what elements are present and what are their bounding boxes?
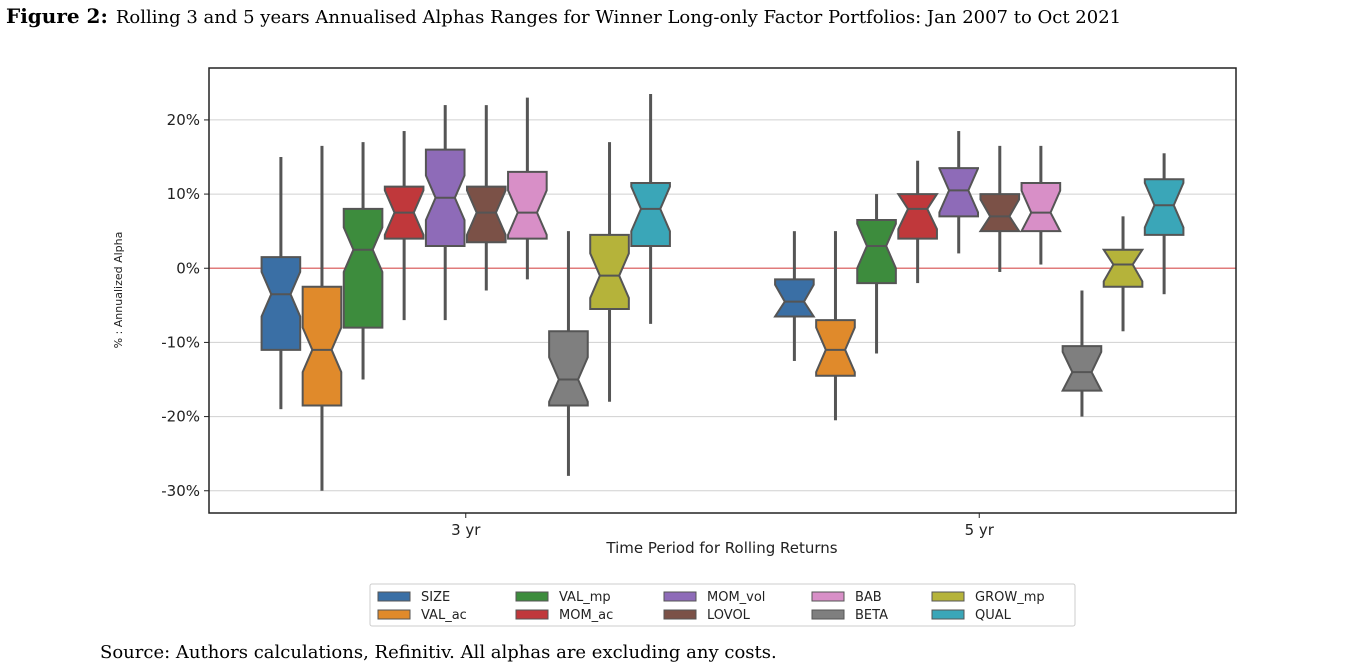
y-axis-label: % : Annualized Alpha: [112, 232, 125, 349]
box-body: [773, 278, 816, 318]
box-body: [815, 319, 856, 377]
box-body: [1143, 178, 1185, 236]
legend-item-lovol: LOVOL: [663, 608, 751, 623]
legend-item-qual: QUAL: [931, 608, 1012, 623]
legend-swatch: [515, 609, 549, 620]
box-body: [589, 233, 630, 311]
y-tick-label: 20%: [167, 111, 200, 129]
box-mom-ac-3-yr: [383, 131, 425, 321]
box-val-mp-5-yr: [856, 194, 897, 354]
legend-label: MOM_ac: [559, 608, 613, 623]
box-body: [978, 193, 1021, 233]
y-tick-label: -20%: [161, 408, 200, 426]
legend-label: GROW_mp: [975, 590, 1045, 605]
box-body: [301, 285, 343, 407]
box-body: [1019, 181, 1062, 233]
legend-item-mom-ac: MOM_ac: [515, 608, 613, 623]
box-lovol-3-yr: [465, 105, 507, 291]
legend-item-val-ac: VAL_ac: [377, 608, 467, 623]
legend-item-beta: BETA: [811, 608, 888, 623]
box-mom-vol-3-yr: [424, 105, 466, 321]
legend-label: VAL_mp: [559, 590, 611, 605]
box-size-5-yr: [773, 231, 816, 361]
boxplot-chart: -30% -20% -10% 0% 10% 20% 3 yr 5 yr Time Perio…: [112, 67, 1237, 627]
legend-swatch: [931, 591, 965, 602]
box-body: [856, 219, 897, 285]
legend-label: SIZE: [421, 590, 450, 605]
y-tick-label: 0%: [176, 259, 200, 277]
legend-swatch: [663, 609, 697, 620]
y-tick-label: -30%: [161, 482, 200, 500]
x-axis-label: Time Period for Rolling Returns: [605, 539, 837, 557]
box-body: [548, 330, 589, 407]
legend-label: BETA: [855, 608, 888, 623]
y-tick-label: -10%: [161, 333, 200, 351]
figure-label: Figure 2:: [6, 4, 108, 28]
box-grow-mp-3-yr: [589, 142, 630, 402]
legend-item-grow-mp: GROW_mp: [931, 590, 1045, 605]
legend-swatch: [377, 609, 411, 620]
legend-item-mom-vol: MOM_vol: [663, 590, 765, 605]
box-body: [1101, 248, 1145, 288]
legend-swatch: [931, 609, 965, 620]
box-body: [938, 167, 980, 218]
box-val-ac-3-yr: [301, 145, 343, 491]
legend-swatch: [377, 591, 411, 602]
box-group: [260, 93, 1185, 491]
legend-swatch: [515, 591, 549, 602]
legend: SIZE VAL_ac VAL_mp MOM_ac MOM_vol LOVOL BAB BET…: [369, 583, 1076, 627]
legend-label: MOM_vol: [707, 590, 765, 605]
legend-label: VAL_ac: [421, 608, 467, 623]
box-bab-5-yr: [1019, 145, 1062, 265]
figure-caption: Figure 2: Rolling 3 and 5 years Annualise…: [6, 4, 1121, 28]
box-beta-3-yr: [548, 231, 589, 476]
box-body: [260, 256, 302, 351]
box-body: [342, 207, 384, 329]
box-body: [507, 170, 548, 240]
box-body: [896, 193, 939, 240]
box-val-mp-3-yr: [342, 142, 384, 380]
y-tick-label: 10%: [167, 185, 200, 203]
box-body: [630, 181, 671, 247]
x-tick-label: 5 yr: [965, 521, 995, 539]
box-mom-vol-5-yr: [938, 131, 980, 254]
source-note: Source: Authors calculations, Refinitiv.…: [100, 642, 777, 663]
legend-label: LOVOL: [707, 608, 751, 623]
box-mom-ac-5-yr: [896, 160, 939, 284]
figure-caption-text: Rolling 3 and 5 years Annualised Alphas …: [115, 7, 1122, 28]
box-body: [465, 185, 507, 244]
box-beta-5-yr: [1060, 290, 1103, 417]
box-grow-mp-5-yr: [1101, 216, 1145, 332]
box-qual-3-yr: [630, 93, 671, 324]
legend-item-size: SIZE: [377, 590, 450, 605]
box-val-ac-5-yr: [815, 231, 856, 421]
x-tick-labels: 3 yr 5 yr: [451, 513, 995, 539]
legend-item-val-mp: VAL_mp: [515, 590, 611, 605]
legend-swatch: [811, 609, 845, 620]
legend-label: QUAL: [975, 608, 1012, 623]
legend-swatch: [663, 591, 697, 602]
x-tick-label: 3 yr: [451, 521, 481, 539]
box-qual-5-yr: [1143, 153, 1185, 295]
box-bab-3-yr: [507, 97, 548, 280]
box-lovol-5-yr: [978, 145, 1021, 272]
box-body: [1060, 345, 1103, 392]
plot-frame: [208, 67, 1237, 514]
legend-label: BAB: [855, 590, 882, 605]
box-size-3-yr: [260, 157, 302, 410]
legend-swatch: [811, 591, 845, 602]
legend-item-bab: BAB: [811, 590, 882, 605]
y-tick-labels: -30% -20% -10% 0% 10% 20%: [161, 111, 209, 500]
